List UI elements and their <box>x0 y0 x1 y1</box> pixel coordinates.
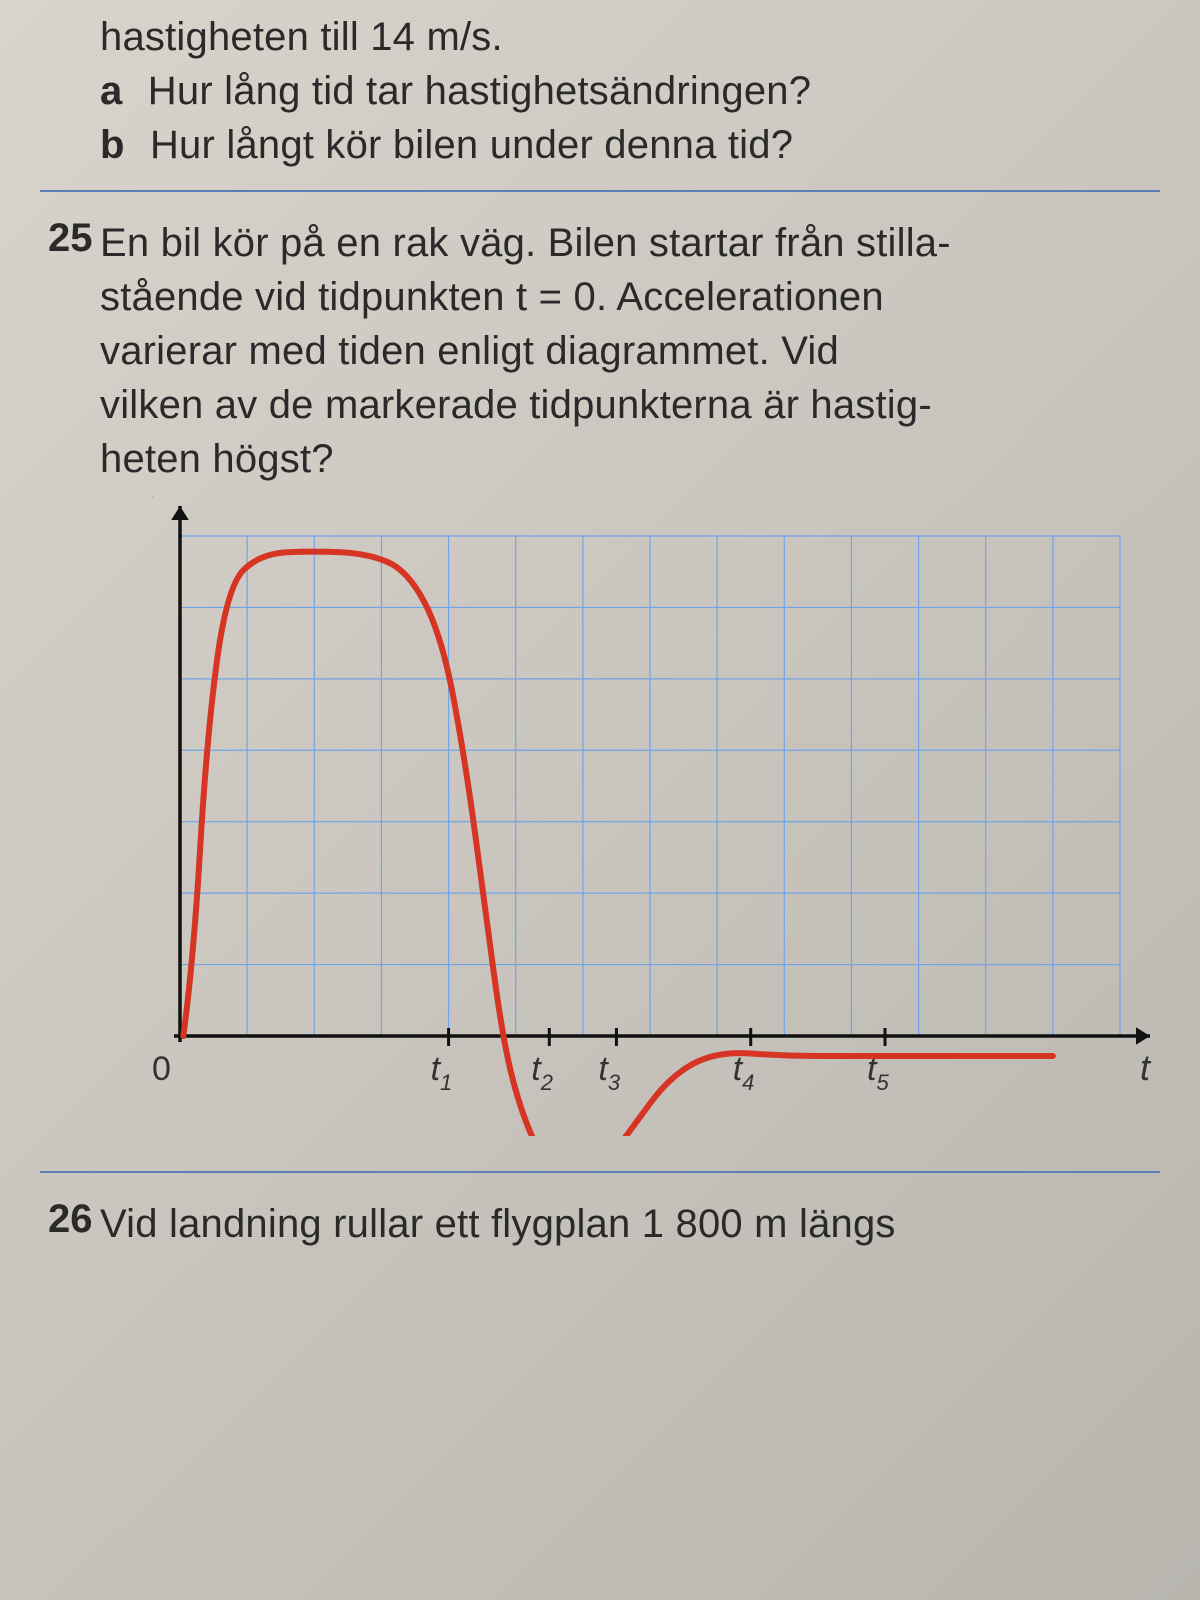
trailing-line: hastigheten till 14 m/s. <box>40 10 1160 64</box>
acceleration-chart: at0t1t2t3t4t5 <box>40 496 1160 1141</box>
p25-l5: heten högst? <box>100 432 1160 486</box>
problem-25: 25 En bil kör på en rak väg. Bilen start… <box>40 216 1160 486</box>
divider-2 <box>40 1171 1160 1173</box>
svg-text:t: t <box>1140 1047 1152 1088</box>
svg-text:t2: t2 <box>531 1050 553 1095</box>
p26-text: Vid landning rullar ett flygplan 1 800 m… <box>100 1197 1160 1251</box>
text-a: Hur lång tid tar hastighetsändringen? <box>148 69 811 113</box>
svg-text:t4: t4 <box>733 1050 755 1095</box>
p25-l3: varierar med tiden enligt diagrammet. Vi… <box>100 324 1160 378</box>
problem-number-26: 26 <box>48 1197 93 1242</box>
sub-b: b Hur långt kör bilen under denna tid? <box>40 118 1160 172</box>
textbook-page: hastigheten till 14 m/s. a Hur lång tid … <box>0 0 1200 1600</box>
svg-text:a: a <box>146 496 166 504</box>
p25-l2: stående vid tidpunkten t = 0. Accelerati… <box>100 270 1160 324</box>
label-b: b <box>100 123 125 167</box>
p25-l4: vilken av de markerade tidpunkterna är h… <box>100 378 1160 432</box>
divider-1 <box>40 190 1160 192</box>
svg-text:t3: t3 <box>598 1050 620 1095</box>
svg-text:t1: t1 <box>431 1050 453 1095</box>
label-a: a <box>100 69 122 113</box>
sub-a: a Hur lång tid tar hastighetsändringen? <box>40 64 1160 118</box>
svg-text:0: 0 <box>152 1050 171 1088</box>
chart-svg: at0t1t2t3t4t5 <box>100 496 1160 1136</box>
problem-26: 26 Vid landning rullar ett flygplan 1 80… <box>40 1197 1160 1251</box>
text-b: Hur långt kör bilen under denna tid? <box>150 123 793 167</box>
problem-number-25: 25 <box>48 216 93 261</box>
p25-l1: En bil kör på en rak väg. Bilen startar … <box>100 216 1160 270</box>
